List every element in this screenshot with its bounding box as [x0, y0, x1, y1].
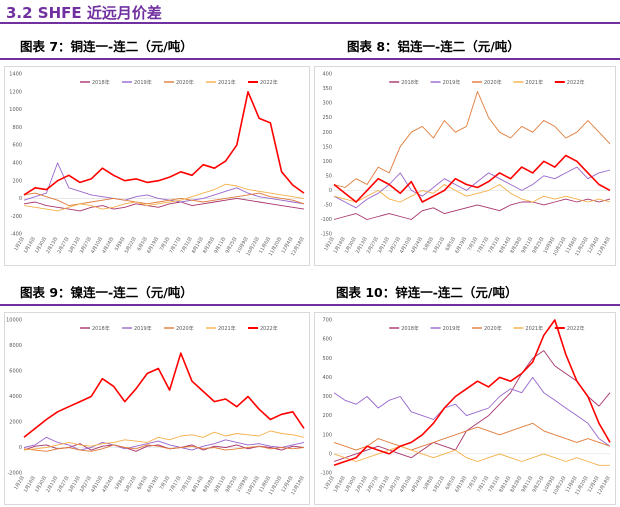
series-line-2018年	[333, 198, 611, 220]
y-tick-label: 800	[12, 125, 22, 131]
series-line-2019年	[23, 162, 305, 205]
legend-label: 2018年	[401, 325, 419, 332]
caption-aluminium: 图表 8：铝连一-连二（元/吨）	[347, 39, 520, 54]
chart-copy-svg: -400-20002004006008001000120014001月2日1月1…	[4, 66, 310, 266]
chart-zinc-svg: -10001002003004005006007001月2日1月16日1月30日…	[314, 312, 616, 505]
y-tick-label: 500	[322, 356, 332, 362]
series-line-2019年	[333, 376, 611, 447]
y-tick-label: 0	[329, 188, 332, 194]
series-line-2022年	[333, 154, 611, 203]
series-line-2020年	[333, 91, 611, 188]
series-line-2020年	[23, 444, 305, 452]
series-line-2022年	[23, 352, 305, 438]
y-tick-label: 0	[19, 445, 22, 451]
y-tick-label: 350	[322, 86, 332, 92]
series-line-2020年	[23, 192, 305, 207]
y-tick-label: 200	[322, 413, 332, 419]
y-tick-label: -50	[324, 203, 332, 209]
y-tick-label: 0	[19, 196, 22, 202]
chart-frame	[4, 66, 310, 266]
series-line-2018年	[333, 350, 611, 462]
series-line-2021年	[23, 183, 305, 212]
legend-label: 2019年	[134, 325, 152, 332]
series-line-2022年	[333, 319, 611, 467]
chart-zinc: -100 0 100 200 300 400 500 600 700 1月2日 1月16日 1月30日…	[314, 312, 616, 505]
legend-label: 2022年	[567, 79, 585, 86]
chart-frame	[314, 312, 616, 505]
y-tick-label: 300	[322, 394, 332, 400]
y-tick-label: 400	[322, 375, 332, 381]
y-tick-label: 600	[12, 143, 22, 149]
series-line-2021年	[333, 445, 610, 466]
series-line-2020年	[333, 422, 611, 451]
y-tick-label: -150	[321, 232, 332, 238]
chart-copy: -400 -200 0 200 400 600 800 1000 1200 1400 1月2日 1月1…	[4, 66, 310, 266]
y-tick-label: 400	[322, 72, 332, 78]
y-tick-label: -2000	[7, 471, 22, 477]
section-rule	[0, 22, 620, 24]
legend-label: 2022年	[567, 325, 585, 332]
y-tick-label: 1200	[9, 89, 22, 95]
caption-zinc: 图表 10：锌连一-连二（元/吨）	[336, 285, 518, 300]
chart-nickel-svg: -200002000400060008000100001月2日1月16日1月30…	[4, 312, 310, 505]
y-tick-label: 700	[322, 318, 332, 324]
y-tick-label: 10000	[6, 318, 22, 324]
series-line-2019年	[23, 436, 305, 451]
caption-nickel: 图表 9：镍连一-连二（元/吨）	[20, 285, 193, 300]
legend-label: 2020年	[176, 325, 194, 332]
y-tick-label: 300	[322, 101, 332, 107]
legend-label: 2021年	[525, 79, 543, 86]
legend-label: 2019年	[134, 79, 152, 86]
section-title: 3.2 SHFE 近远月价差	[6, 4, 162, 22]
y-tick-label: -400	[11, 232, 22, 238]
legend-label: 2020年	[176, 79, 194, 86]
series-line-2021年	[23, 430, 305, 451]
legend-label: 2020年	[484, 325, 502, 332]
y-tick-label: 4000	[9, 394, 22, 400]
legend-label: 2022年	[260, 79, 278, 86]
y-tick-label: -200	[11, 214, 22, 220]
y-tick-label: 100	[322, 159, 332, 165]
series-line-2022年	[23, 90, 305, 196]
legend-label: 2019年	[443, 79, 461, 86]
y-tick-label: -100	[321, 217, 332, 223]
y-tick-label: 600	[322, 337, 332, 343]
legend-label: 2018年	[92, 325, 110, 332]
y-tick-label: 8000	[9, 343, 22, 349]
legend-label: 2021年	[218, 325, 236, 332]
y-tick-label: 100	[322, 432, 332, 438]
chart-frame	[4, 312, 310, 505]
legend-label: 2018年	[401, 79, 419, 86]
y-tick-label: 50	[326, 173, 332, 179]
chart-aluminium: -150 -100 -50 0 50 100 150 200 250 300 350 400 1月2日 1…	[314, 66, 616, 266]
caption-copy: 图表 7：铜连一-连二（元/吨）	[20, 39, 193, 54]
y-tick-label: 150	[322, 144, 332, 150]
series-line-2021年	[333, 184, 611, 203]
y-tick-label: -100	[321, 471, 332, 477]
y-tick-label: 250	[322, 115, 332, 121]
caption-rule-top	[0, 58, 620, 60]
chart-aluminium-svg: -150-100-500501001502002503003504001月2日1…	[314, 66, 616, 266]
y-tick-label: 6000	[9, 369, 22, 375]
y-tick-label: 200	[12, 178, 22, 184]
legend-label: 2021年	[218, 79, 236, 86]
legend-label: 2019年	[443, 325, 461, 332]
legend-label: 2022年	[260, 325, 278, 332]
legend-label: 2018年	[92, 79, 110, 86]
chart-frame	[314, 66, 616, 266]
series-line-2018年	[23, 197, 305, 212]
y-tick-label: 0	[329, 451, 332, 457]
legend-label: 2021年	[525, 325, 543, 332]
y-tick-label: 1400	[9, 72, 22, 78]
y-tick-label: 200	[322, 130, 332, 136]
y-tick-label: 400	[12, 160, 22, 166]
legend-label: 2020年	[484, 79, 502, 86]
chart-nickel: -2000 0 2000 4000 6000 8000 10000 1月2日 1月16日 1月30…	[4, 312, 310, 505]
y-tick-label: 1000	[9, 107, 22, 113]
y-tick-label: 2000	[9, 420, 22, 426]
caption-rule-middle	[0, 304, 620, 306]
